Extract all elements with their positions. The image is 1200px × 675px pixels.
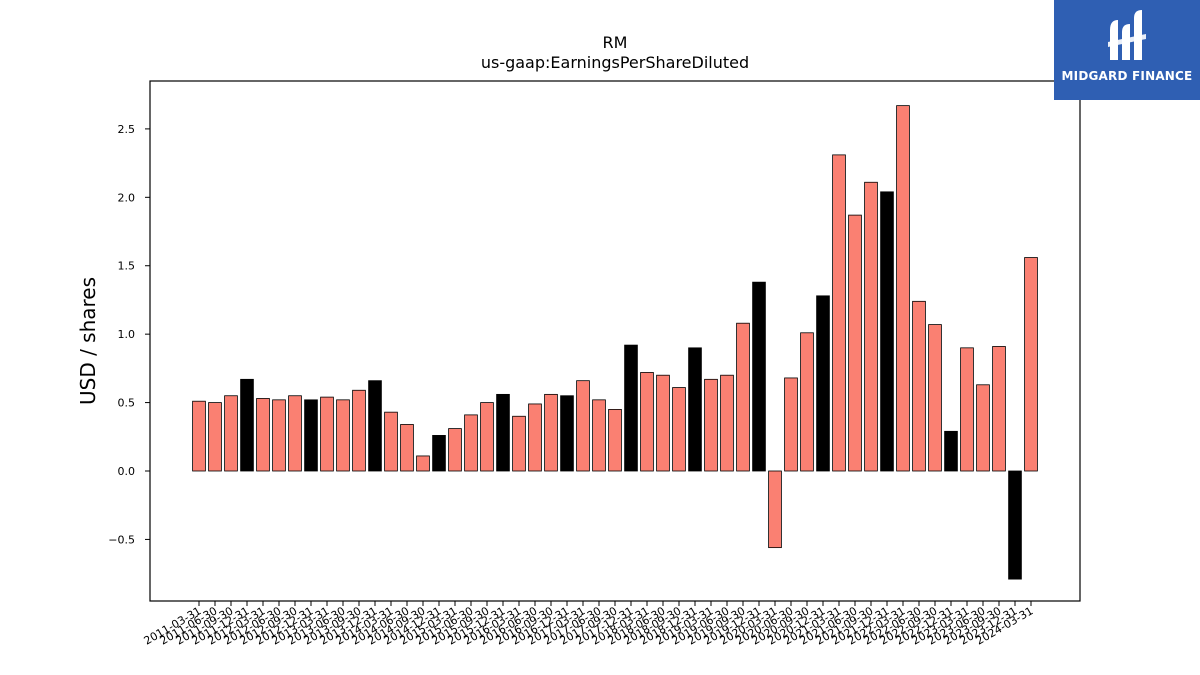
bar-2021-03-31 — [832, 154, 846, 472]
bar-2015-06-30 — [464, 414, 478, 472]
bar-2021-12-31 — [880, 191, 894, 472]
bar-2023-09-30 — [992, 346, 1006, 472]
bar-2014-12-31 — [432, 435, 446, 472]
bar-2011-03-31 — [192, 400, 206, 472]
bar-2024-03-31 — [1024, 257, 1038, 472]
logo-text: MIDGARD FINANCE — [1061, 69, 1193, 83]
y-tick-label: 1.5 — [118, 260, 136, 273]
bar-2023-03-31 — [960, 347, 974, 472]
bar-2019-03-31 — [704, 378, 718, 472]
bar-2021-06-30 — [848, 214, 862, 472]
bar-2018-06-30 — [656, 374, 670, 472]
bar-2016-09-30 — [544, 393, 558, 472]
bar-2015-12-31 — [496, 393, 510, 472]
bar-2020-06-30 — [784, 377, 798, 472]
bar-2015-09-30 — [480, 402, 494, 472]
y-tick-label: 2.0 — [118, 191, 136, 204]
bar-2017-09-30 — [608, 409, 622, 472]
bar-2016-12-31 — [560, 395, 574, 472]
y-tick-label: 0.0 — [118, 465, 136, 478]
bar-2014-03-31 — [384, 411, 398, 472]
bar-2019-06-30 — [720, 374, 734, 472]
bar-2013-09-30 — [352, 389, 366, 472]
bar-2023-12-31 — [1008, 470, 1022, 580]
bar-2018-03-31 — [640, 372, 654, 472]
bar-2017-12-31 — [624, 344, 638, 472]
y-axis-label: USD / shares — [76, 277, 100, 405]
chart-title: RM — [603, 33, 628, 52]
bar-2015-03-31 — [448, 428, 462, 472]
bar-2016-03-31 — [512, 415, 526, 472]
bar-2012-09-30 — [288, 395, 302, 472]
bar-2023-06-30 — [976, 384, 990, 472]
y-tick-label: 0.5 — [118, 397, 136, 410]
y-tick-label: 2.5 — [118, 123, 136, 136]
chart-subtitle: us-gaap:EarningsPerShareDiluted — [481, 53, 749, 72]
y-tick-label: 1.0 — [118, 328, 136, 341]
bar-2014-06-30 — [400, 424, 414, 472]
bar-2012-03-31 — [256, 398, 270, 472]
bar-2021-09-30 — [864, 181, 878, 472]
bar-2012-12-31 — [304, 399, 318, 472]
bars-group — [192, 105, 1038, 580]
bar-2017-06-30 — [592, 399, 606, 472]
y-axis: −0.5 0.0 0.5 1.0 1.5 2.0 2.5 — [108, 123, 150, 546]
midgard-logo-icon — [1108, 10, 1146, 60]
bar-2016-06-30 — [528, 403, 542, 472]
bar-2019-12-31 — [752, 281, 766, 472]
bar-2011-12-31 — [240, 378, 254, 472]
bar-2020-03-31 — [768, 470, 782, 549]
bar-2013-03-31 — [320, 396, 334, 472]
bar-2020-09-30 — [800, 332, 814, 472]
bar-2014-09-30 — [416, 455, 430, 472]
x-axis: 2011-03-312011-06-302011-09-302011-12-31… — [142, 601, 1036, 648]
bar-2022-06-30 — [912, 300, 926, 472]
bar-2022-09-30 — [928, 324, 942, 472]
bar-2017-03-31 — [576, 380, 590, 472]
bar-2011-09-30 — [224, 395, 238, 472]
bar-2013-12-31 — [368, 380, 382, 472]
bar-2012-06-30 — [272, 399, 286, 472]
bar-2022-03-31 — [896, 105, 910, 472]
y-tick-label: −0.5 — [108, 533, 135, 546]
bar-2011-06-30 — [208, 402, 222, 472]
bar-2019-09-30 — [736, 322, 750, 472]
bar-2018-09-30 — [672, 387, 686, 472]
brand-logo: MIDGARD FINANCE — [1054, 0, 1200, 100]
bar-2020-12-31 — [816, 295, 830, 472]
bar-2018-12-31 — [688, 347, 702, 472]
bar-2013-06-30 — [336, 399, 350, 472]
bar-2022-12-31 — [944, 430, 958, 472]
